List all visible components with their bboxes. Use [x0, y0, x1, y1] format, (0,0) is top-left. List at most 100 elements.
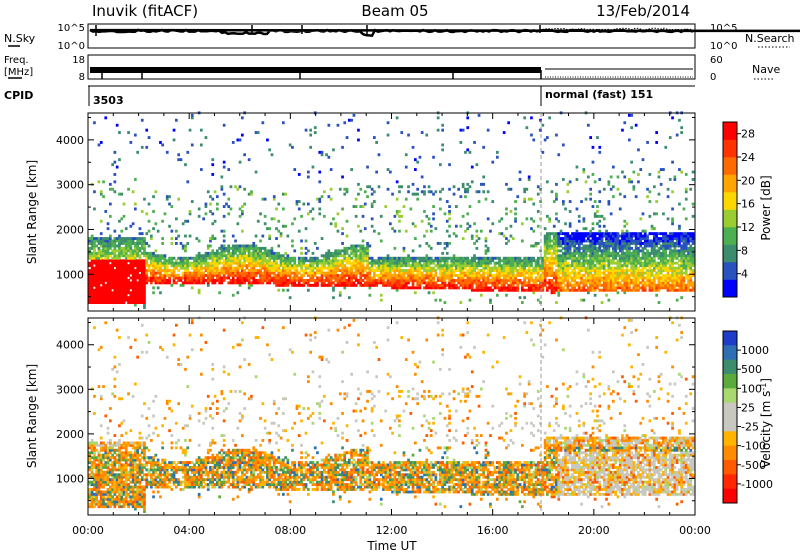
power-cell — [355, 267, 358, 270]
power-cell — [664, 237, 667, 240]
power-cell — [145, 212, 148, 215]
power-cell — [118, 252, 121, 255]
power-cell — [243, 269, 246, 272]
power-cell — [473, 141, 476, 144]
power-cell — [630, 126, 633, 129]
power-cell — [396, 274, 399, 277]
power-cell — [350, 264, 353, 267]
power-cell — [221, 279, 224, 282]
power-cell — [232, 267, 235, 270]
power-cell — [223, 267, 226, 270]
power-cell — [296, 267, 299, 270]
power-cell — [259, 212, 262, 215]
power-cell — [628, 237, 631, 240]
power-cell — [298, 284, 301, 287]
power-cell — [642, 235, 645, 238]
power-cell — [271, 262, 274, 265]
power-cell — [155, 257, 158, 260]
power-cell — [430, 257, 433, 260]
power-cell — [107, 245, 110, 248]
power-cell — [282, 289, 285, 292]
power-cell — [193, 267, 196, 270]
power-cell — [175, 230, 178, 233]
power-cell — [387, 168, 390, 171]
power-cell — [130, 264, 133, 267]
power-cell — [359, 267, 362, 270]
power-cell — [671, 272, 674, 275]
nsky-tick-top: 10^5 — [58, 23, 85, 34]
power-cell — [567, 252, 570, 255]
power-cell — [109, 245, 112, 248]
power-cell — [280, 272, 283, 275]
power-cell — [594, 286, 597, 289]
power-cell — [605, 242, 608, 245]
power-cell — [478, 272, 481, 275]
power-cell — [578, 237, 581, 240]
power-cell — [621, 249, 624, 252]
power-cell — [145, 277, 148, 280]
power-cell — [223, 205, 226, 208]
power-cell — [232, 279, 235, 282]
power-cell — [578, 215, 581, 218]
power-cell — [98, 237, 101, 240]
power-cell — [439, 257, 442, 260]
power-cell — [621, 237, 624, 240]
power-cell — [134, 257, 137, 260]
power-cell — [214, 267, 217, 270]
power-cell — [680, 257, 683, 260]
power-cell — [680, 279, 683, 282]
power-cell — [373, 230, 376, 233]
power-cell — [412, 264, 415, 267]
power-cell — [482, 277, 485, 280]
power-cell — [125, 286, 128, 289]
power-cell — [594, 267, 597, 270]
power-cell — [287, 235, 290, 238]
power-cell — [407, 259, 410, 262]
power-cell — [130, 284, 133, 287]
power-cell — [243, 252, 246, 255]
power-cell — [626, 284, 629, 287]
power-cell — [173, 129, 176, 132]
power-cell — [507, 272, 510, 275]
power-cell — [569, 200, 572, 203]
power-cell — [469, 272, 472, 275]
power-cell — [343, 277, 346, 280]
power-cell — [252, 242, 255, 245]
power-cell — [196, 264, 199, 267]
power-cell — [95, 277, 98, 280]
power-cell — [243, 277, 246, 280]
power-cell — [123, 247, 126, 250]
power-cell — [211, 272, 214, 275]
power-cell — [598, 277, 601, 280]
power-cell — [341, 146, 344, 149]
power-cell — [462, 183, 465, 186]
power-cell — [667, 188, 670, 191]
power-cell — [576, 247, 579, 250]
power-cell — [191, 116, 194, 119]
power-cell — [287, 284, 290, 287]
power-cell — [482, 257, 485, 260]
power-cell — [608, 286, 611, 289]
power-cell — [125, 277, 128, 280]
power-cell — [435, 299, 438, 302]
power-cell — [405, 284, 408, 287]
power-cell — [473, 279, 476, 282]
power-cell — [330, 198, 333, 201]
power-cell — [685, 245, 688, 248]
power-cell — [152, 286, 155, 289]
power-cell — [601, 215, 604, 218]
date-title: 13/Feb/2014 — [596, 2, 690, 20]
power-cell — [143, 299, 146, 302]
power-cell — [209, 210, 212, 213]
power-cell — [107, 279, 110, 282]
power-cell — [658, 176, 661, 179]
power-cell — [337, 124, 340, 127]
power-cell — [462, 257, 465, 260]
power-cell — [134, 134, 137, 137]
power-cell — [444, 267, 447, 270]
power-cell — [98, 284, 101, 287]
power-cell — [580, 267, 583, 270]
power-cell — [603, 267, 606, 270]
power-cell — [341, 176, 344, 179]
power-cell — [102, 180, 105, 183]
